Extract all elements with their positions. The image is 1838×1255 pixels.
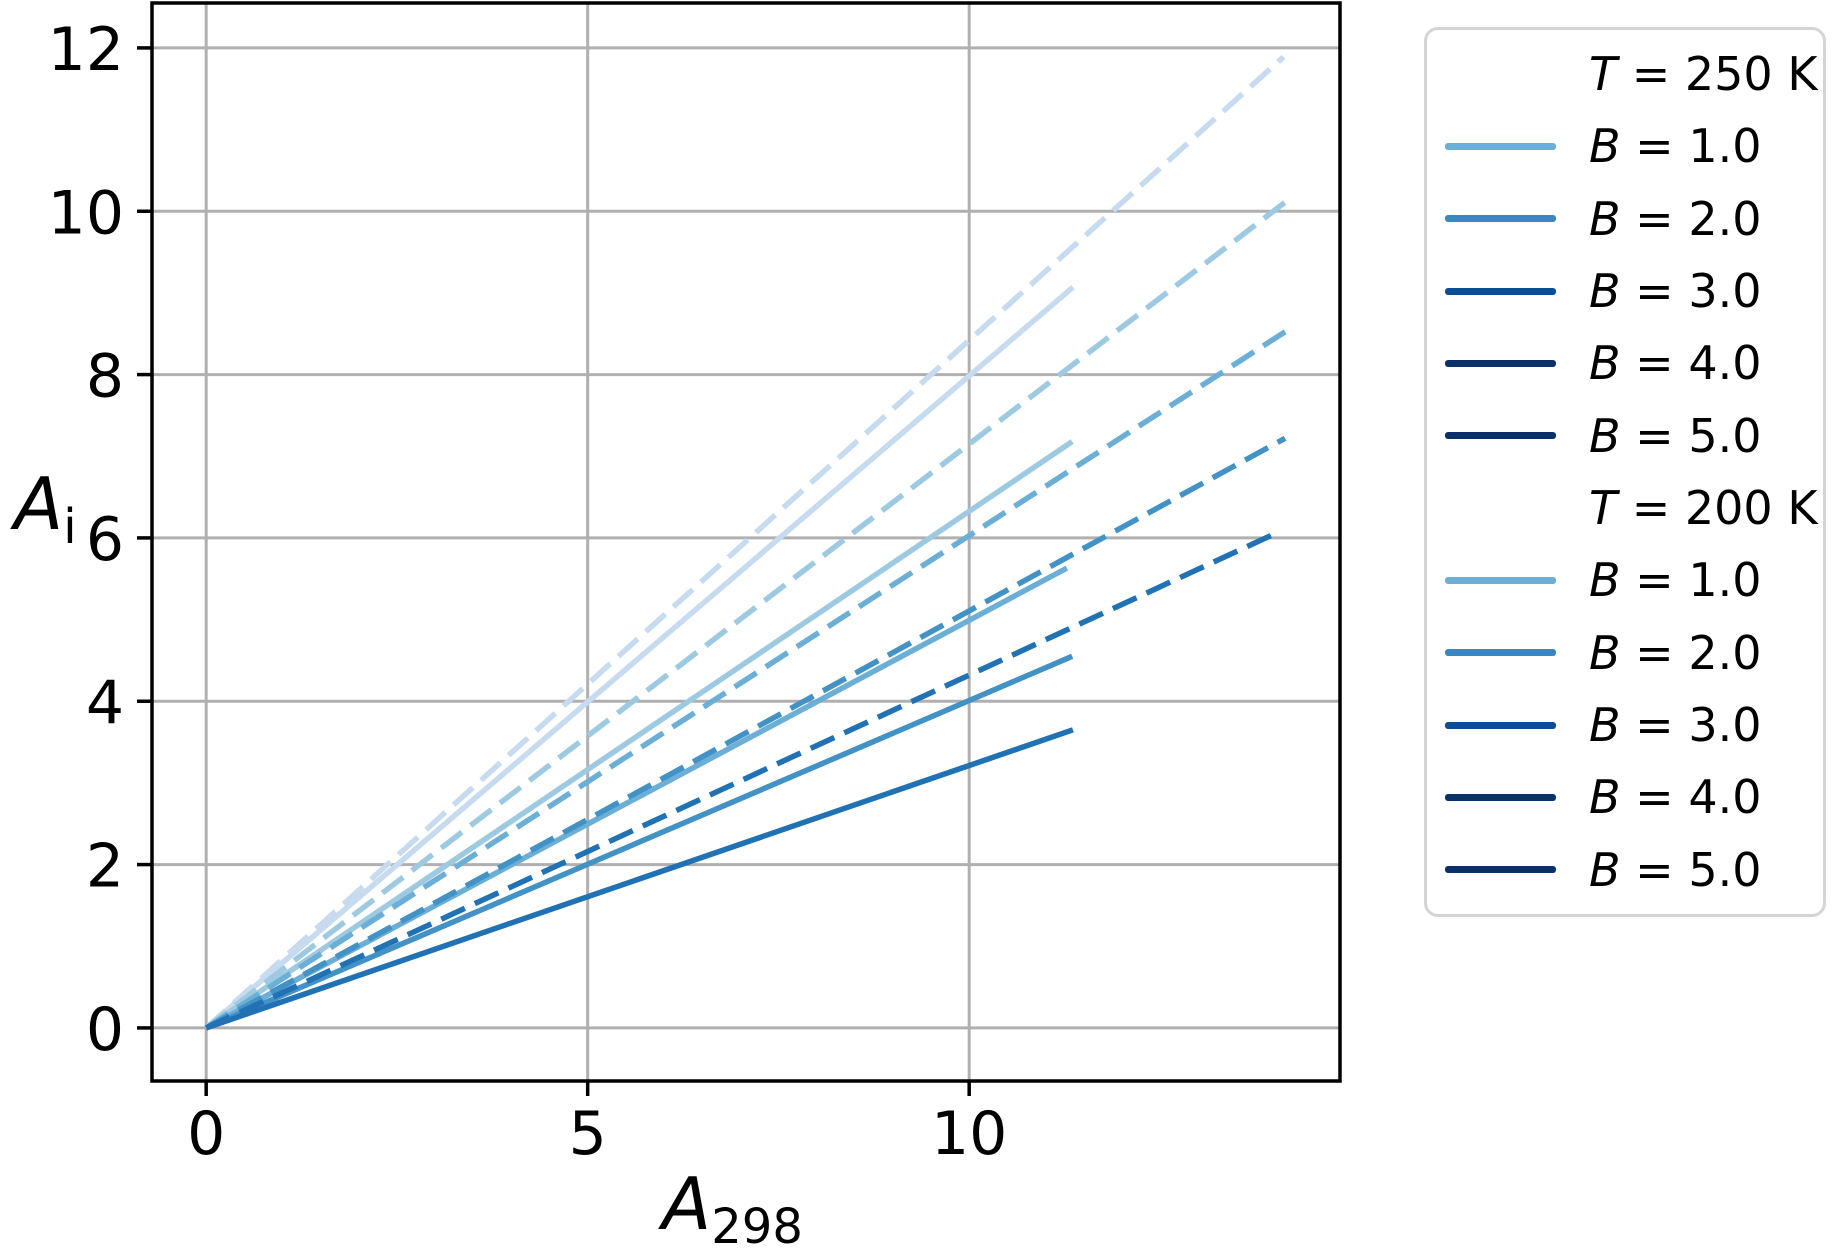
legend-line-swatch: [1445, 432, 1556, 440]
legend-item: B = 3.0: [1427, 256, 1823, 326]
legend-label-var: B: [1589, 842, 1621, 897]
legend-label-text: = 5.0: [1620, 408, 1762, 463]
legend-label-text: = 1.0: [1620, 553, 1762, 608]
legend-label-text: = 4.0: [1620, 336, 1762, 391]
series-line-t=250k-b=5.0: [205, 529, 1280, 1031]
legend-item: B = 5.0: [1427, 835, 1823, 905]
x-axis-label-sub: 298: [711, 1199, 803, 1255]
legend-item: B = 5.0: [1427, 401, 1823, 471]
legend-label-text: = 200 K: [1617, 481, 1818, 536]
legend-item: B = 3.0: [1427, 690, 1823, 760]
series-line-t=250k-b=4.0: [204, 435, 1287, 1031]
legend-line-swatch: [1445, 142, 1556, 150]
series-line-t=250k-b=3.0: [204, 328, 1288, 1031]
legend-header: T = 200 K: [1427, 473, 1823, 543]
legend-label-var: T: [1589, 47, 1618, 102]
series-lines: [204, 54, 1288, 1031]
legend-line-swatch: [1445, 576, 1556, 584]
y-tick-label: 12: [48, 15, 124, 85]
axes-spines: [150, 1, 1342, 1083]
legend-line-swatch: [1445, 359, 1556, 367]
legend-line-swatch: [1445, 866, 1556, 874]
x-axis-label: A298: [662, 1168, 803, 1251]
series-line-t=200k-b=1.0: [204, 285, 1075, 1031]
legend-label-text: = 4.0: [1620, 770, 1762, 825]
legend-label-var: B: [1589, 770, 1621, 825]
legend-item: B = 1.0: [1427, 111, 1823, 181]
series-line-t=200k-b=5.0: [205, 727, 1074, 1031]
legend-label-text: = 1.0: [1620, 119, 1762, 174]
legend-label-var: B: [1589, 625, 1621, 680]
x-tick-label: 10: [931, 1099, 1007, 1169]
legend-item: B = 2.0: [1427, 618, 1823, 688]
legend-line-swatch: [1445, 287, 1556, 295]
legend-label-var: B: [1589, 336, 1621, 391]
x-tick-label: 0: [187, 1099, 225, 1169]
legend-line-swatch: [1445, 649, 1556, 657]
tick-marks: [137, 46, 971, 1096]
legend-line-swatch: [1445, 215, 1556, 223]
x-axis-label-var: A: [662, 1162, 712, 1246]
series-line-t=250k-b=2.0: [204, 200, 1287, 1031]
y-tick-label: 8: [86, 342, 124, 412]
legend-label-text: = 250 K: [1617, 47, 1818, 102]
legend-label-var: B: [1589, 553, 1621, 608]
series-line-t=200k-b=2.0: [204, 439, 1074, 1031]
legend: T = 250 K B = 1.0 B = 2.0 B = 3.0 B = 4.…: [1424, 27, 1826, 917]
tick-labels: 0 5 10 0 2 4 6 8 10 12: [48, 15, 1008, 1169]
legend-label-var: B: [1589, 119, 1621, 174]
legend-item: B = 4.0: [1427, 762, 1823, 832]
series-line-t=200k-b=3.0: [204, 565, 1069, 1031]
y-axis-label-var: A: [14, 462, 64, 546]
legend-label-var: B: [1589, 264, 1621, 319]
legend-label-text: = 2.0: [1620, 625, 1762, 680]
legend-label-text: = 3.0: [1620, 264, 1762, 319]
legend-item: B = 1.0: [1427, 545, 1823, 615]
legend-label-var: B: [1589, 191, 1621, 246]
legend-label-text: = 3.0: [1620, 698, 1762, 753]
x-tick-label: 5: [569, 1099, 607, 1169]
series-line-t=250k-b=1.0: [204, 54, 1286, 1030]
y-axis-label: Ai: [14, 468, 77, 551]
legend-item: B = 4.0: [1427, 328, 1823, 398]
legend-label-var: B: [1589, 408, 1621, 463]
y-tick-label: 4: [86, 668, 124, 738]
y-tick-label: 0: [86, 995, 124, 1065]
legend-label-text: = 2.0: [1620, 191, 1762, 246]
series-line-t=200k-b=4.0: [205, 653, 1074, 1031]
legend-header: T = 250 K: [1427, 39, 1823, 109]
legend-label-var: T: [1589, 481, 1618, 536]
legend-label-var: B: [1589, 698, 1621, 753]
y-tick-label: 10: [48, 178, 124, 248]
legend-label-text: = 5.0: [1620, 842, 1762, 897]
y-tick-label: 2: [86, 832, 124, 902]
legend-line-swatch: [1445, 793, 1556, 801]
legend-line-swatch: [1445, 721, 1556, 729]
y-axis-label-sub: i: [63, 499, 77, 555]
gridlines: [152, 3, 1340, 1081]
legend-item: B = 2.0: [1427, 184, 1823, 254]
y-tick-label: 6: [86, 505, 124, 575]
